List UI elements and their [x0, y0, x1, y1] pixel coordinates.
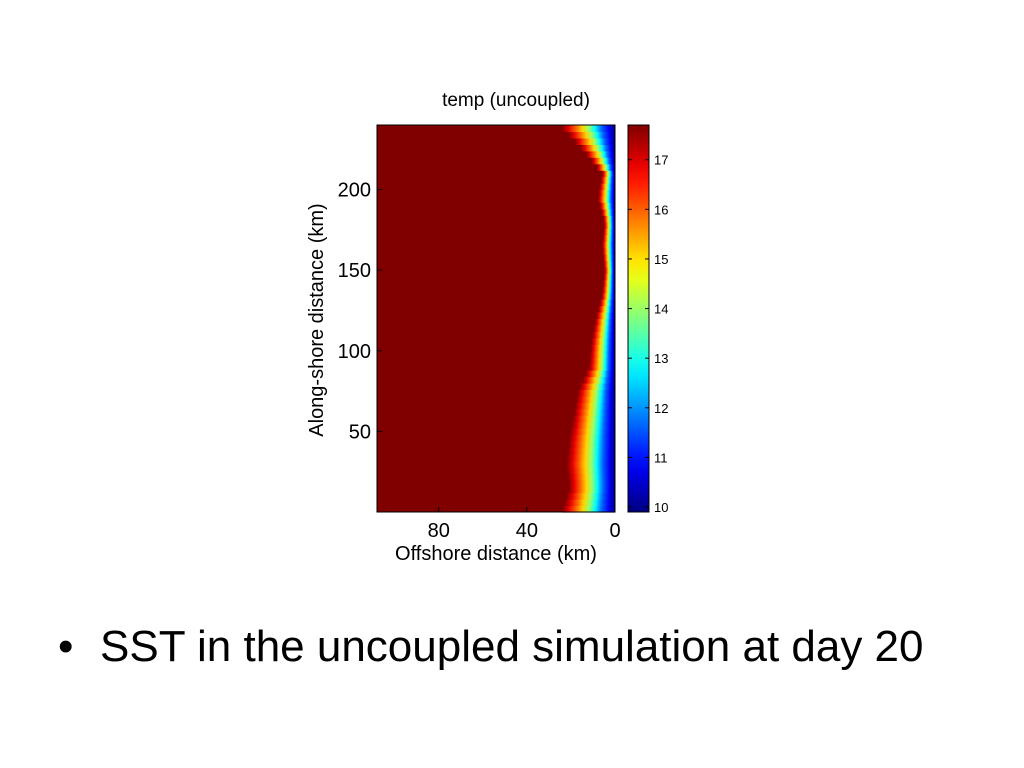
heatmap-row [602, 286, 615, 294]
heatmap-row [590, 350, 615, 358]
heatmap-row [564, 499, 615, 507]
heatmap-row [572, 415, 615, 423]
heatmap-row [589, 363, 615, 371]
heatmap-row [576, 395, 615, 403]
heatmap-row [601, 176, 615, 184]
heatmap-row [589, 357, 615, 365]
colorbar-tick-label: 12 [654, 401, 668, 416]
x-tick-label: 0 [609, 520, 620, 542]
heatmap-row [567, 466, 615, 474]
heatmap-row [598, 189, 615, 197]
heatmap-row [591, 157, 615, 165]
heatmap-row [568, 447, 615, 455]
heatmap-row [601, 292, 615, 300]
bullet-icon: • [58, 622, 74, 671]
x-axis-label: Offshore distance (km) [395, 543, 597, 565]
y-tick-label: 150 [338, 260, 371, 282]
heatmap-row [575, 402, 615, 410]
bullet-caption: • SST in the uncoupled simulation at day … [58, 622, 924, 672]
heatmap-row [603, 254, 615, 261]
heatmap-row [604, 266, 615, 274]
colorbar-tick-label: 14 [654, 302, 668, 317]
heatmap-row [568, 479, 615, 487]
heatmap-row [598, 305, 615, 313]
heatmap-row [602, 247, 615, 255]
heatmap-row [603, 279, 615, 287]
y-tick-label: 200 [338, 180, 371, 202]
heatmap-row [580, 383, 615, 390]
heatmap-row [562, 125, 615, 133]
heatmap-row [574, 408, 615, 416]
heatmap-row [602, 241, 615, 249]
heatmap-row [568, 131, 615, 139]
colorbar-tick-label: 11 [654, 450, 668, 465]
heatmap-row [566, 460, 615, 468]
heatmap-row [570, 428, 615, 436]
y-axis-label: Along-shore distance (km) [306, 203, 328, 436]
heatmap-row [568, 441, 615, 449]
colorbar [627, 124, 650, 513]
heatmap-row [602, 170, 615, 178]
heatmap-row [566, 492, 615, 500]
heatmap-row [603, 215, 615, 223]
heatmap-row [580, 144, 615, 152]
bullet-text: SST in the uncoupled simulation at day 2… [100, 622, 924, 671]
heatmap-row [603, 260, 615, 268]
heatmap-row [569, 434, 615, 442]
heatmap-row [574, 137, 615, 145]
heatmap-row [596, 163, 615, 171]
heatmap-row [586, 370, 615, 378]
colorbar-tick-label: 13 [654, 351, 668, 366]
heatmap-row [598, 195, 615, 203]
plot-frame [376, 124, 616, 513]
heatmap-row [590, 344, 615, 352]
colorbar-tick-label: 17 [654, 153, 668, 168]
heatmap-row [604, 221, 615, 229]
heatmap-row [592, 331, 615, 339]
heatmap-row [601, 208, 615, 216]
y-tick-label: 100 [338, 341, 371, 363]
heatmap-row [603, 273, 615, 281]
heatmap-row [571, 421, 615, 429]
heatmap-row [591, 337, 615, 345]
heatmap-row [603, 228, 615, 236]
colorbar-tick-label: 16 [654, 202, 668, 217]
colorbar-tick-label: 10 [654, 500, 668, 515]
heatmap-row [568, 486, 615, 494]
heatmap-row [600, 202, 615, 210]
colorbar-tick-label: 15 [654, 252, 668, 267]
heatmap-row [586, 150, 615, 158]
heatmap-row [596, 312, 615, 320]
heatmap-row [567, 453, 615, 461]
heatmap-row [583, 376, 615, 384]
heatmap-row [595, 318, 615, 326]
chart-title: temp (uncoupled) [442, 90, 590, 111]
x-tick-label: 80 [428, 520, 450, 542]
y-tick-label: 50 [349, 421, 371, 443]
heatmap-row [562, 505, 615, 513]
heatmap-row [568, 473, 615, 481]
heatmap-row [599, 183, 615, 191]
heatmap-row [577, 389, 615, 397]
x-tick-label: 40 [516, 520, 538, 542]
heatmap-row [602, 234, 615, 242]
heatmap-row [593, 324, 615, 332]
heatmap-row [600, 299, 615, 307]
heatmap-figure: temp (uncoupled) 80 40 0 Offshore distance (… [306, 90, 668, 565]
